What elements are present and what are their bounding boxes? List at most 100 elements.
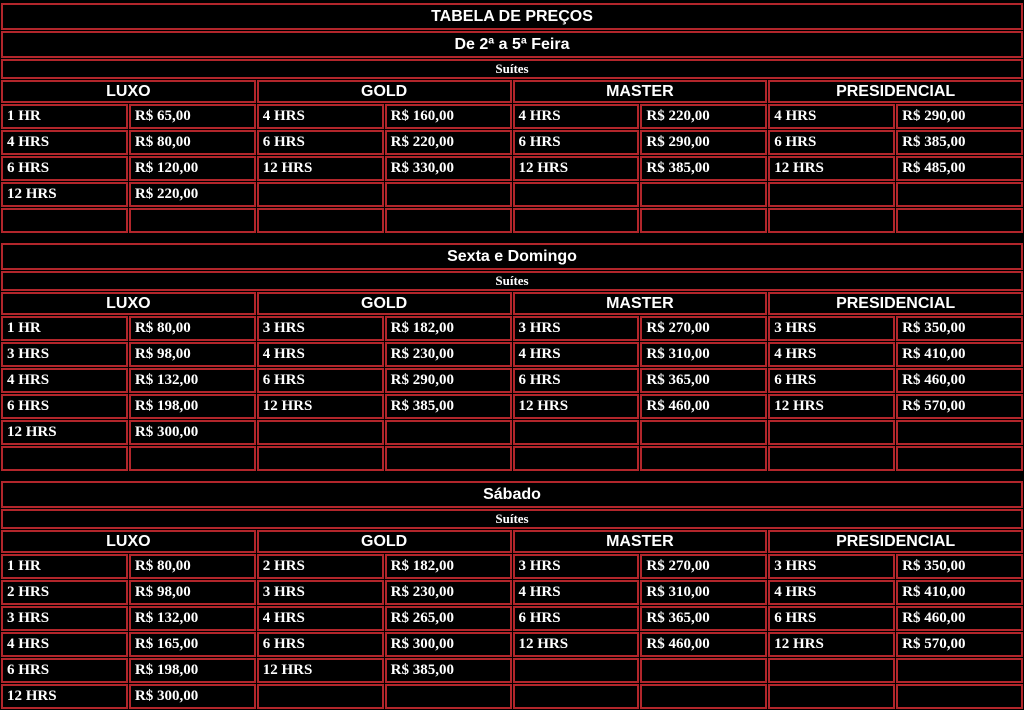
duration-cell: 6 HRS <box>256 632 384 657</box>
duration-cell: 6 HRS <box>1 394 128 419</box>
price-cell <box>384 446 512 471</box>
duration-cell: 12 HRS <box>256 658 384 683</box>
column-header-presidencial: PRESIDENCIAL <box>768 80 1023 103</box>
duration-cell <box>256 446 384 471</box>
price-cell: R$ 198,00 <box>128 658 256 683</box>
duration-cell: 4 HRS <box>512 104 640 129</box>
price-cell: R$ 290,00 <box>640 130 768 155</box>
price-cell <box>896 658 1023 683</box>
duration-cell: 6 HRS <box>1 156 128 181</box>
price-cell: R$ 98,00 <box>128 342 256 367</box>
price-cell: R$ 182,00 <box>384 316 512 341</box>
price-cell: R$ 460,00 <box>640 632 768 657</box>
suites-label: Suítes <box>1 59 1023 79</box>
price-cell <box>640 446 768 471</box>
duration-cell: 4 HRS <box>768 104 896 129</box>
price-cell: R$ 300,00 <box>384 632 512 657</box>
duration-cell <box>768 208 896 233</box>
duration-cell: 12 HRS <box>512 632 640 657</box>
price-row: 4 HRS R$ 80,00 6 HRS R$ 220,00 6 HRS R$ 290,0… <box>1 130 1023 155</box>
price-cell: R$ 220,00 <box>384 130 512 155</box>
price-row: 6 HRS R$ 198,00 12 HRS R$ 385,00 <box>1 658 1023 683</box>
column-header-presidencial: PRESIDENCIAL <box>768 530 1023 553</box>
weekdays-table: TABELA DE PREÇOS De 2ª a 5ª Feira Suítes… <box>0 2 1024 234</box>
section-weekdays: TABELA DE PREÇOS De 2ª a 5ª Feira Suítes… <box>0 2 1024 234</box>
column-header-gold: GOLD <box>256 80 512 103</box>
duration-cell: 3 HRS <box>768 316 896 341</box>
column-header-luxo: LUXO <box>1 530 256 553</box>
duration-cell <box>256 684 384 709</box>
price-cell: R$ 350,00 <box>896 316 1023 341</box>
duration-cell: 3 HRS <box>256 316 384 341</box>
duration-cell: 4 HRS <box>1 632 128 657</box>
price-row <box>1 446 1023 471</box>
price-cell: R$ 290,00 <box>896 104 1023 129</box>
price-cell: R$ 132,00 <box>128 368 256 393</box>
duration-cell <box>512 658 640 683</box>
price-row: 1 HR R$ 80,00 2 HRS R$ 182,00 3 HRS R$ 270,00… <box>1 554 1023 579</box>
price-cell <box>896 446 1023 471</box>
price-cell: R$ 98,00 <box>128 580 256 605</box>
duration-cell: 12 HRS <box>768 394 896 419</box>
price-row: 3 HRS R$ 98,00 4 HRS R$ 230,00 4 HRS R$ 310,0… <box>1 342 1023 367</box>
duration-cell <box>256 208 384 233</box>
price-cell: R$ 290,00 <box>384 368 512 393</box>
price-cell <box>640 208 768 233</box>
price-cell: R$ 165,00 <box>128 632 256 657</box>
price-cell: R$ 330,00 <box>384 156 512 181</box>
price-cell: R$ 365,00 <box>640 368 768 393</box>
duration-cell <box>256 420 384 445</box>
duration-cell: 12 HRS <box>512 156 640 181</box>
price-cell: R$ 310,00 <box>640 580 768 605</box>
column-header-gold: GOLD <box>256 530 512 553</box>
suites-row: Suítes <box>1 271 1023 291</box>
column-header-presidencial: PRESIDENCIAL <box>768 292 1023 315</box>
price-cell: R$ 198,00 <box>128 394 256 419</box>
section-day-label: Sexta e Domingo <box>1 243 1023 270</box>
duration-cell: 12 HRS <box>256 156 384 181</box>
price-row: 1 HR R$ 65,00 4 HRS R$ 160,00 4 HRS R$ 220,00… <box>1 104 1023 129</box>
column-header-luxo: LUXO <box>1 80 256 103</box>
suites-row: Suítes <box>1 59 1023 79</box>
price-cell: R$ 300,00 <box>128 420 256 445</box>
price-row: 12 HRS R$ 300,00 <box>1 684 1023 709</box>
duration-cell: 12 HRS <box>1 684 128 709</box>
duration-cell <box>512 446 640 471</box>
price-row: 2 HRS R$ 98,00 3 HRS R$ 230,00 4 HRS R$ 310,0… <box>1 580 1023 605</box>
price-cell: R$ 385,00 <box>384 658 512 683</box>
price-cell: R$ 160,00 <box>384 104 512 129</box>
price-row: 6 HRS R$ 120,00 12 HRS R$ 330,00 12 HRS R$ 38… <box>1 156 1023 181</box>
price-cell: R$ 265,00 <box>384 606 512 631</box>
price-cell: R$ 220,00 <box>128 182 256 207</box>
price-cell <box>384 182 512 207</box>
price-cell: R$ 365,00 <box>640 606 768 631</box>
price-cell: R$ 410,00 <box>896 342 1023 367</box>
category-header-row: LUXO GOLD MASTER PRESIDENCIAL <box>1 292 1023 315</box>
duration-cell: 12 HRS <box>768 156 896 181</box>
price-row: 6 HRS R$ 198,00 12 HRS R$ 385,00 12 HRS R$ 46… <box>1 394 1023 419</box>
duration-cell <box>512 208 640 233</box>
duration-cell <box>1 208 128 233</box>
duration-cell: 2 HRS <box>1 580 128 605</box>
price-row: 3 HRS R$ 132,00 4 HRS R$ 265,00 6 HRS R$ 365,… <box>1 606 1023 631</box>
price-cell: R$ 410,00 <box>896 580 1023 605</box>
duration-cell: 4 HRS <box>256 606 384 631</box>
price-cell: R$ 460,00 <box>640 394 768 419</box>
column-header-master: MASTER <box>512 292 768 315</box>
duration-cell <box>256 182 384 207</box>
saturday-table: Sábado Suítes LUXO GOLD MASTER PRESIDENC… <box>0 480 1024 710</box>
duration-cell: 1 HR <box>1 104 128 129</box>
price-cell <box>640 182 768 207</box>
price-cell: R$ 310,00 <box>640 342 768 367</box>
section-day-label: De 2ª a 5ª Feira <box>1 31 1023 58</box>
duration-cell <box>512 182 640 207</box>
price-cell: R$ 385,00 <box>384 394 512 419</box>
suites-label: Suítes <box>1 271 1023 291</box>
duration-cell: 12 HRS <box>768 632 896 657</box>
suites-row: Suítes <box>1 509 1023 529</box>
column-header-luxo: LUXO <box>1 292 256 315</box>
price-cell: R$ 80,00 <box>128 130 256 155</box>
price-cell <box>896 420 1023 445</box>
duration-cell: 4 HRS <box>1 368 128 393</box>
price-cell: R$ 120,00 <box>128 156 256 181</box>
